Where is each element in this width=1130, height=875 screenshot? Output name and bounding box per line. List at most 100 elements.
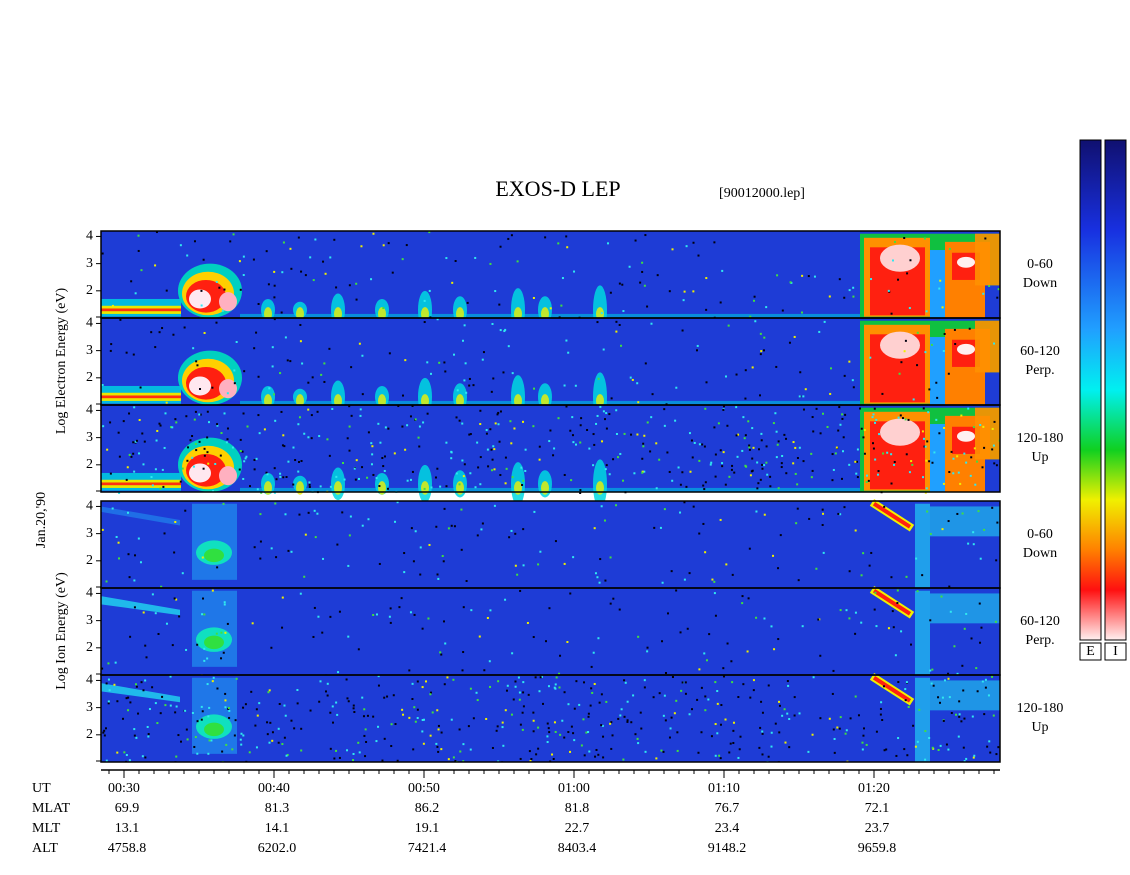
flux-band [101,683,180,703]
noise-pixel [375,740,378,743]
noise-pixel [390,745,393,748]
noise-pixel [322,260,325,263]
noise-pixel [837,512,840,515]
noise-pixel [612,597,615,600]
noise-pixel [411,470,414,473]
noise-pixel [749,315,752,318]
noise-pixel [507,345,510,348]
noise-pixel [366,476,369,479]
noise-pixel [954,342,957,345]
noise-pixel [233,734,236,737]
noise-pixel [835,446,838,449]
noise-pixel [274,502,277,505]
noise-pixel [122,420,125,423]
noise-pixel [912,398,915,401]
noise-pixel [273,296,276,299]
noise-pixel [346,697,349,700]
noise-pixel [744,434,747,437]
noise-pixel [154,346,157,349]
noise-pixel [101,667,104,670]
noise-pixel [761,732,764,735]
noise-pixel [191,711,194,714]
noise-pixel [161,327,164,330]
noise-pixel [458,728,461,731]
noise-pixel [489,428,492,431]
noise-pixel [755,616,758,619]
noise-pixel [489,685,492,688]
noise-pixel [442,620,445,623]
noise-pixel [292,483,295,486]
noise-pixel [208,739,211,742]
noise-pixel [341,511,344,514]
noise-pixel [622,479,625,482]
noise-pixel [397,405,400,408]
noise-pixel [533,510,536,513]
noise-pixel [514,532,517,535]
noise-pixel [394,520,397,523]
noise-pixel [151,484,154,487]
noise-pixel [516,260,519,263]
noise-pixel [843,506,846,509]
orbit-value: 23.4 [715,821,740,836]
noise-pixel [580,744,583,747]
noise-pixel [693,441,696,444]
noise-pixel [132,452,135,455]
noise-pixel [569,750,572,753]
noise-pixel [511,372,514,375]
noise-pixel [948,247,951,250]
noise-pixel [154,468,157,471]
noise-pixel [294,459,297,462]
noise-pixel [775,430,778,433]
noise-pixel [382,307,385,310]
noise-pixel [279,472,282,475]
noise-pixel [326,694,329,697]
y-tick-label: 3 [86,343,93,358]
noise-pixel [319,485,322,488]
noise-pixel [758,746,761,749]
noise-pixel [600,312,603,315]
x-tick-label: 01:00 [558,781,590,796]
noise-pixel [596,321,599,324]
noise-pixel [257,375,260,378]
noise-pixel [861,741,864,744]
noise-pixel [532,636,535,639]
noise-pixel [513,427,516,430]
noise-pixel [874,458,877,461]
noise-pixel [463,463,466,466]
noise-pixel [489,609,492,612]
noise-pixel [802,408,805,411]
noise-pixel [875,418,878,421]
panel [101,318,1000,422]
noise-pixel [786,712,789,715]
noise-pixel [161,695,164,698]
noise-pixel [573,270,576,273]
noise-pixel [875,730,878,733]
noise-pixel [273,270,276,273]
noise-pixel [307,381,310,384]
noise-pixel [559,733,562,736]
noise-pixel [785,472,788,475]
noise-pixel [185,728,188,731]
noise-pixel [308,485,311,488]
noise-pixel [474,486,477,489]
noise-pixel [128,412,131,415]
noise-pixel [519,723,522,726]
noise-pixel [408,669,411,672]
noise-pixel [409,611,412,614]
noise-pixel [405,244,408,247]
noise-pixel [815,407,818,410]
noise-pixel [194,443,197,446]
noise-pixel [403,571,406,574]
noise-pixel [378,485,381,488]
noise-pixel [650,416,653,419]
noise-pixel [458,419,461,422]
noise-pixel [461,459,464,462]
noise-pixel [807,275,810,278]
noise-pixel [224,631,227,634]
noise-pixel [331,705,334,708]
flux-region [915,590,930,675]
noise-pixel [195,449,198,452]
noise-pixel [800,311,803,314]
noise-pixel [419,573,422,576]
noise-pixel [316,512,319,515]
